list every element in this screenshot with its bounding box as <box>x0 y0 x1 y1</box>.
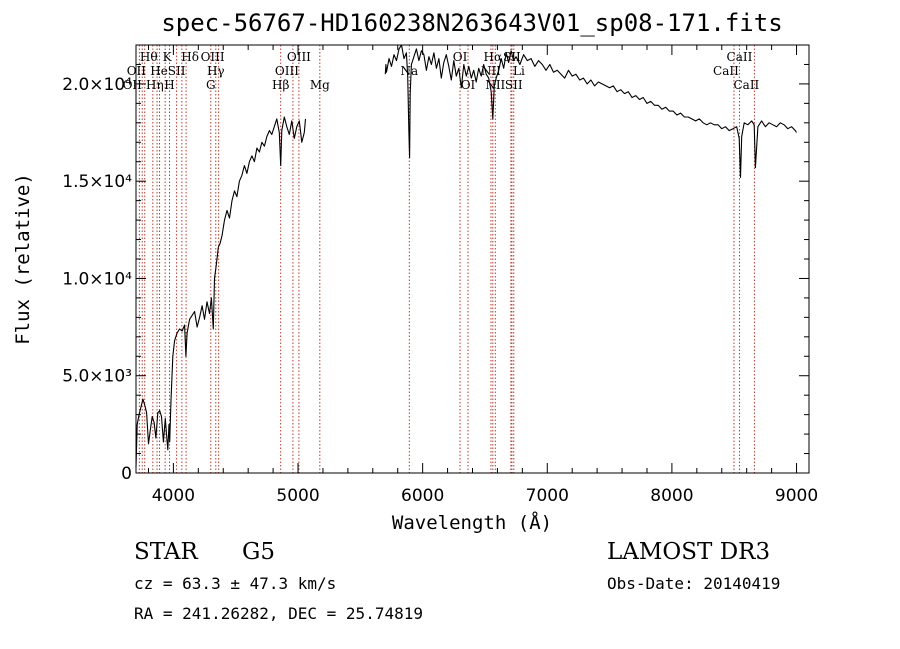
spectral-line-label: Mg <box>310 78 330 92</box>
spectral-line-label: Hα <box>484 50 503 64</box>
x-tick-label: 8000 <box>650 486 693 506</box>
spectral-line-label: He <box>150 64 168 78</box>
survey-name: LAMOST DR3 <box>607 539 771 565</box>
spectral-line-label: Hγ <box>207 64 225 78</box>
x-tick-label: 5000 <box>276 486 319 506</box>
spectral-line-label: G <box>206 78 216 92</box>
y-tick-label: 2.0×10⁴ <box>62 75 132 95</box>
spectral-line-label: Na <box>400 64 418 78</box>
x-tick-label: 7000 <box>526 486 569 506</box>
spectral-subclass: G5 <box>242 539 276 565</box>
spectral-line-label: K <box>163 50 173 64</box>
x-tick-label: 6000 <box>401 486 444 506</box>
spectral-line-label: OIII <box>201 50 225 64</box>
spectral-line-label: OIII <box>287 50 311 64</box>
spectral-line-label: NII <box>481 64 501 78</box>
spectral-line-label: Li <box>513 64 525 78</box>
spectral-line-label: Hδ <box>181 50 199 64</box>
x-tick-label: 4000 <box>152 486 195 506</box>
spectral-line-label: Hθ <box>140 50 158 64</box>
spectral-line-label: OI <box>453 50 468 64</box>
y-tick-label: 1.0×10⁴ <box>62 269 132 289</box>
y-axis-label: Flux (relative) <box>12 173 34 345</box>
x-tick-label: 9000 <box>775 486 818 506</box>
y-tick-label: 0 <box>121 464 132 484</box>
spectral-line-label: OIII <box>275 64 299 78</box>
spectrum-series-line <box>384 44 797 178</box>
spectral-line-label: OII <box>123 78 143 92</box>
spectral-line-label: OI <box>461 78 476 92</box>
x-axis-label: Wavelength (Å) <box>392 511 552 534</box>
plot-frame <box>135 44 810 474</box>
object-type: STAR <box>134 539 198 565</box>
spectral-line-label: NII <box>485 78 505 92</box>
chart-title: spec-56767-HD160238N263643V01_sp08-171.f… <box>161 9 782 37</box>
spectral-line-label: CaII <box>713 64 739 78</box>
spectral-line-label: OII <box>127 64 147 78</box>
spectral-line-label: Hβ <box>272 78 289 92</box>
spectral-line-label: CaII <box>727 50 753 64</box>
spectral-line-label: SII <box>503 50 521 64</box>
y-tick-label: 1.5×10⁴ <box>62 172 132 192</box>
spectral-line-label: H <box>164 78 174 92</box>
y-tick-label: 5.0×10³ <box>62 367 132 387</box>
spectral-line-label: CaII <box>733 78 759 92</box>
coordinates: RA = 241.26282, DEC = 25.74819 <box>134 604 423 623</box>
spectral-line-label: Hη <box>146 78 164 92</box>
spectral-line-label: SII <box>168 64 186 78</box>
spectral-line-label: SII <box>505 78 523 92</box>
spectrum-series-line <box>135 116 307 468</box>
redshift-velocity: cz = 63.3 ± 47.3 km/s <box>134 574 337 593</box>
observation-date: Obs-Date: 20140419 <box>607 574 781 593</box>
